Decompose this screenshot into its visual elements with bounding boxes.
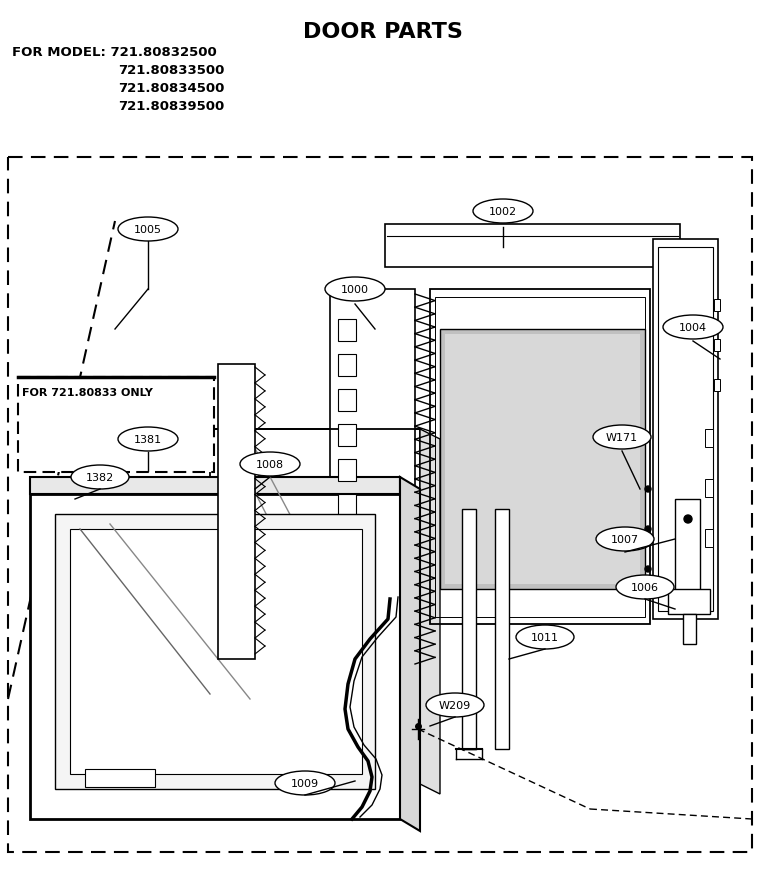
Bar bbox=[338, 460, 356, 482]
Polygon shape bbox=[658, 248, 713, 611]
Ellipse shape bbox=[596, 527, 654, 552]
Polygon shape bbox=[400, 477, 420, 831]
FancyBboxPatch shape bbox=[18, 377, 214, 472]
Text: 1007: 1007 bbox=[611, 535, 639, 544]
Bar bbox=[714, 380, 720, 392]
Text: 1009: 1009 bbox=[291, 778, 319, 789]
Text: 721.80839500: 721.80839500 bbox=[118, 100, 224, 113]
Ellipse shape bbox=[516, 625, 574, 649]
Ellipse shape bbox=[118, 218, 178, 241]
Bar bbox=[338, 320, 356, 342]
Bar bbox=[338, 494, 356, 517]
Polygon shape bbox=[495, 510, 509, 749]
Circle shape bbox=[645, 567, 651, 572]
Polygon shape bbox=[210, 429, 420, 784]
Bar bbox=[705, 529, 713, 547]
Text: 1000: 1000 bbox=[341, 284, 369, 295]
Text: 1005: 1005 bbox=[134, 224, 162, 235]
Ellipse shape bbox=[118, 427, 178, 451]
Polygon shape bbox=[420, 429, 440, 794]
Text: W171: W171 bbox=[606, 433, 638, 443]
Bar bbox=[714, 299, 720, 312]
Ellipse shape bbox=[473, 199, 533, 224]
Polygon shape bbox=[330, 290, 415, 670]
Ellipse shape bbox=[325, 278, 385, 301]
Text: 1006: 1006 bbox=[631, 582, 659, 593]
Polygon shape bbox=[218, 365, 255, 659]
Bar bbox=[338, 425, 356, 446]
Bar bbox=[338, 355, 356, 376]
Ellipse shape bbox=[240, 452, 300, 477]
Text: http://www.appliancefactoryparts.com: http://www.appliancefactoryparts.com bbox=[300, 504, 500, 514]
Text: 721.80833500: 721.80833500 bbox=[118, 64, 224, 77]
Bar bbox=[714, 340, 720, 351]
Polygon shape bbox=[30, 494, 400, 819]
Ellipse shape bbox=[426, 693, 484, 717]
Bar bbox=[705, 429, 713, 448]
Text: 1382: 1382 bbox=[86, 472, 114, 483]
Text: FOR 721.80833 ONLY: FOR 721.80833 ONLY bbox=[22, 388, 153, 398]
Text: 1002: 1002 bbox=[489, 207, 517, 216]
Polygon shape bbox=[385, 224, 680, 267]
Text: FOR MODEL: 721.80832500: FOR MODEL: 721.80832500 bbox=[12, 46, 216, 59]
Polygon shape bbox=[55, 514, 375, 789]
Circle shape bbox=[645, 527, 651, 533]
Ellipse shape bbox=[71, 466, 129, 489]
Polygon shape bbox=[70, 529, 362, 774]
Ellipse shape bbox=[663, 316, 723, 340]
Text: 721.80834500: 721.80834500 bbox=[118, 82, 224, 95]
Text: DOOR PARTS: DOOR PARTS bbox=[303, 22, 463, 42]
Text: Appliance Factory Parts: Appliance Factory Parts bbox=[269, 475, 530, 494]
Polygon shape bbox=[445, 334, 640, 585]
Circle shape bbox=[645, 486, 651, 493]
Polygon shape bbox=[675, 500, 700, 599]
Bar bbox=[705, 479, 713, 497]
Polygon shape bbox=[440, 330, 645, 589]
Text: 1004: 1004 bbox=[679, 323, 707, 333]
Text: W209: W209 bbox=[439, 700, 471, 710]
Polygon shape bbox=[30, 477, 400, 494]
Bar bbox=[338, 390, 356, 411]
Text: 1008: 1008 bbox=[256, 460, 284, 469]
Polygon shape bbox=[683, 614, 696, 645]
Bar bbox=[85, 769, 155, 787]
Ellipse shape bbox=[593, 426, 651, 450]
Text: 1381: 1381 bbox=[134, 434, 162, 444]
Ellipse shape bbox=[616, 576, 674, 599]
Ellipse shape bbox=[275, 772, 335, 795]
Polygon shape bbox=[668, 589, 710, 614]
Text: 1011: 1011 bbox=[531, 632, 559, 642]
Polygon shape bbox=[462, 510, 476, 749]
Circle shape bbox=[684, 516, 692, 523]
Polygon shape bbox=[653, 240, 718, 620]
